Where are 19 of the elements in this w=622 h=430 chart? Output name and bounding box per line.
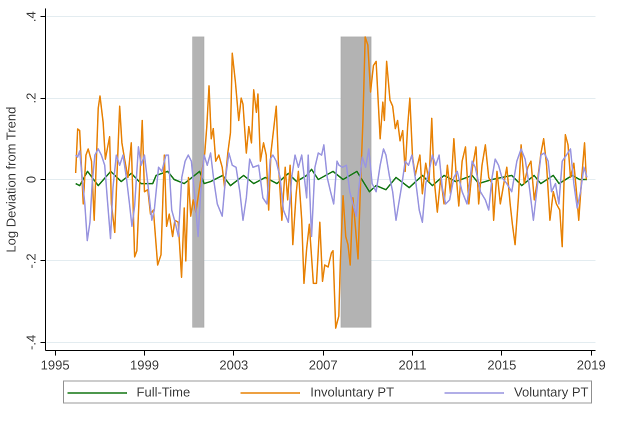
legend-label: Full-Time <box>136 384 190 400</box>
line-series <box>74 168 588 192</box>
y-tick-label: 0 <box>24 176 38 184</box>
x-tick-label: 2019 <box>576 358 606 372</box>
x-tick-label: 1999 <box>130 358 159 372</box>
y-tick-label: -.4 <box>24 334 38 350</box>
y-tick-label: .4 <box>24 11 38 22</box>
line-series <box>74 36 588 329</box>
legend-label: Involuntary PT <box>310 384 394 400</box>
x-tick-label: 1995 <box>40 358 70 372</box>
x-tick-label: 2015 <box>487 358 516 372</box>
legend-label: Voluntary PT <box>514 384 588 400</box>
x-tick-label: 2003 <box>219 358 248 372</box>
line-series <box>74 144 588 242</box>
y-tick-label: -.2 <box>24 253 38 269</box>
x-tick-label: 2007 <box>308 358 338 372</box>
y-axis-title: Log Deviation from Trend <box>4 106 18 253</box>
x-tick-label: 2011 <box>398 358 427 372</box>
y-tick-label: .2 <box>24 92 38 104</box>
